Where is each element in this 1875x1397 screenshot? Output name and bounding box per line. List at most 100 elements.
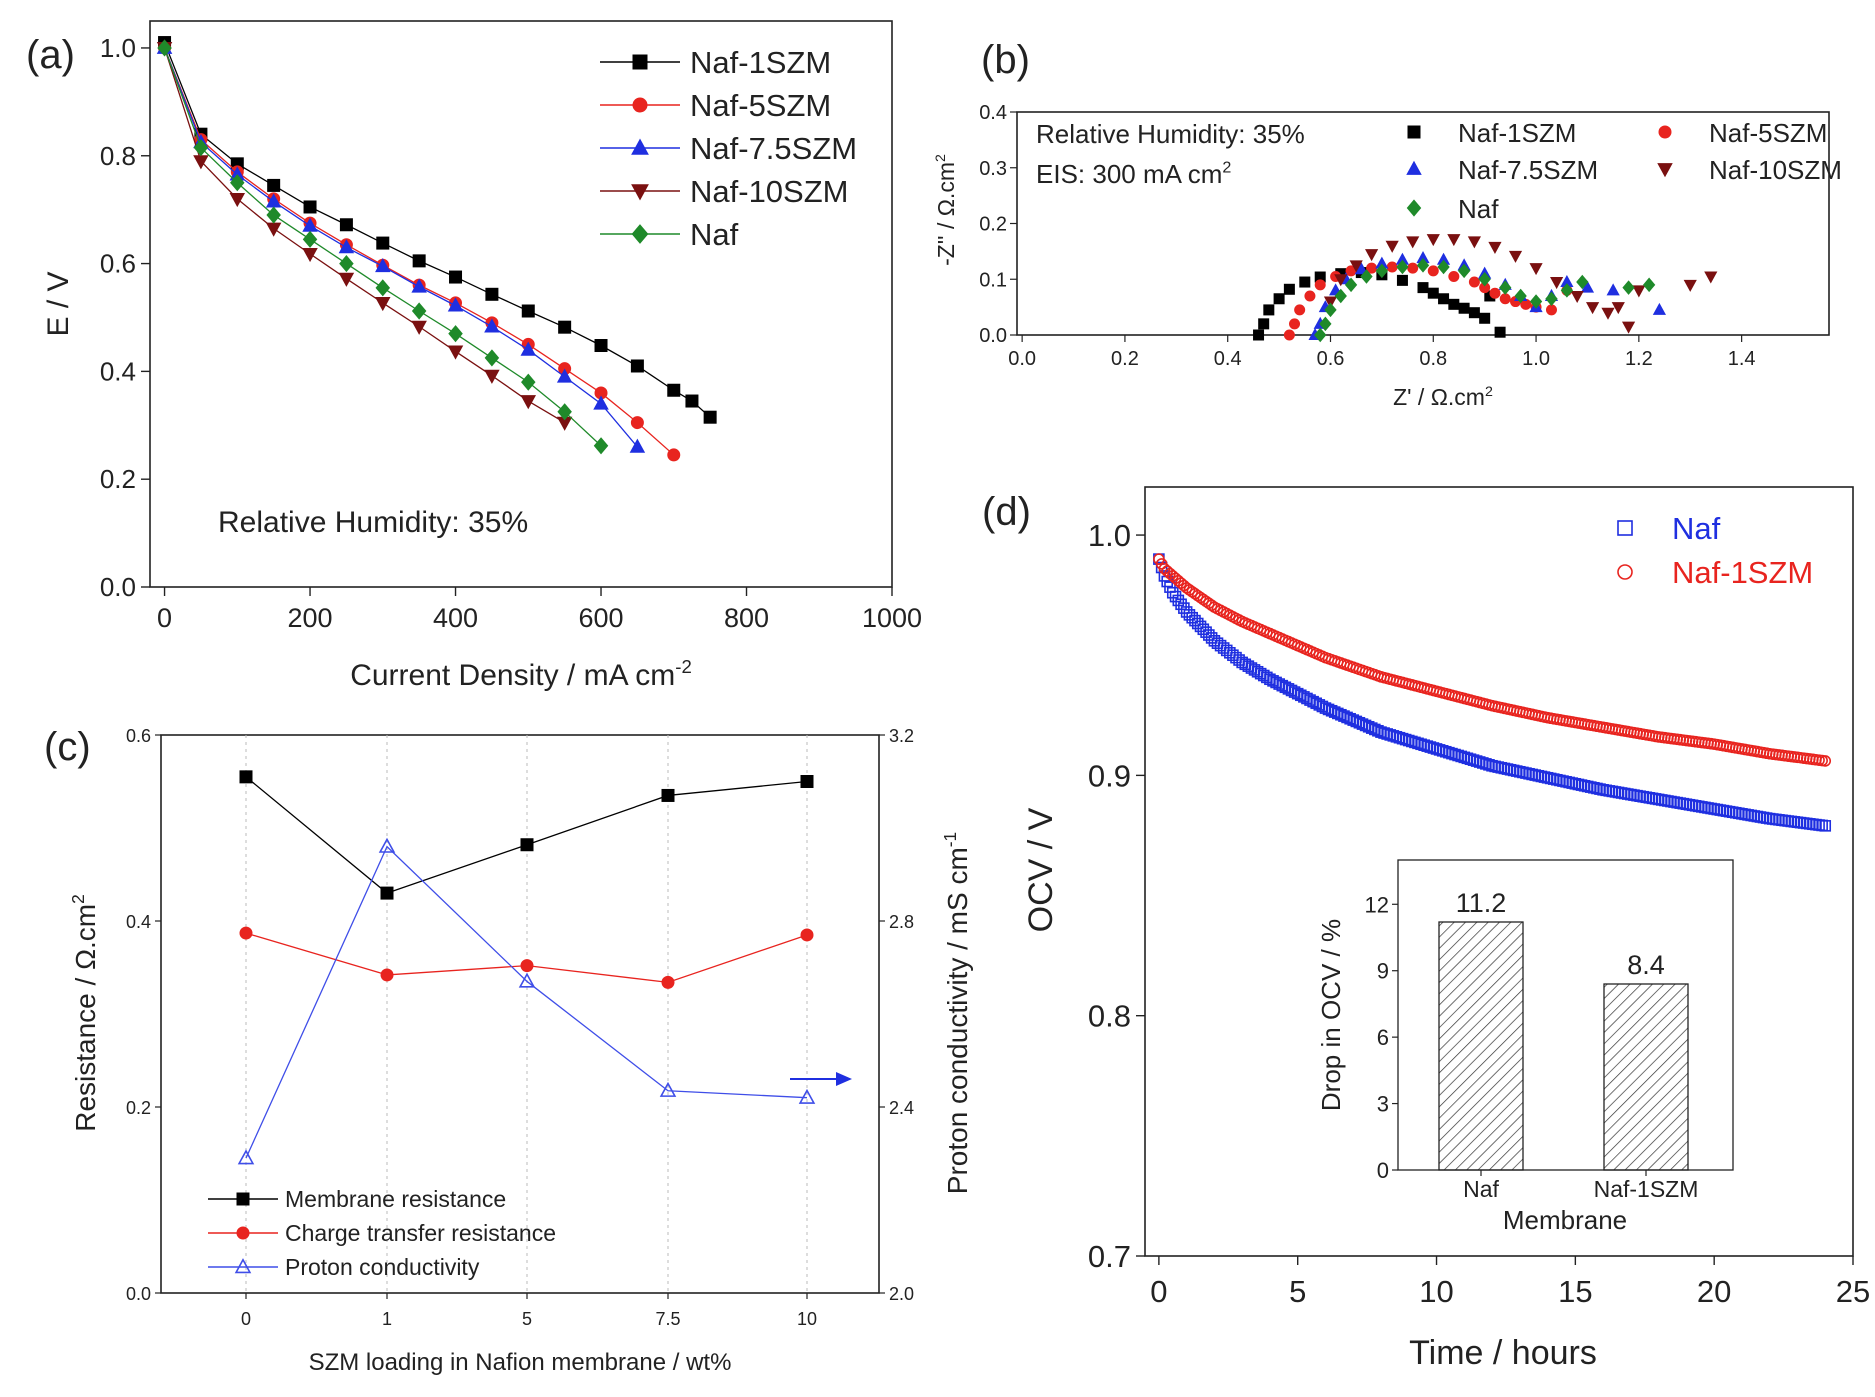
- x-axis-label: Current Density / mA cm-2: [350, 656, 692, 692]
- data-point-Naf-5SZM: [1407, 262, 1419, 274]
- legend-label-Naf-10SZM: Naf-10SZM: [1709, 155, 1842, 185]
- data-point-Naf: [1576, 274, 1589, 290]
- data-point-Naf-10SZM: [1570, 290, 1584, 304]
- inset-x-tick-label: Naf: [1463, 1176, 1499, 1202]
- data-point-Naf-7.5SZM: [338, 239, 355, 254]
- x-tick-label: 600: [578, 603, 623, 633]
- y-axis-label: Resistance / Ω.cm2: [68, 894, 101, 1132]
- data-point-Naf-1SZM: [703, 410, 717, 424]
- data-point-Naf-1SZM: [267, 178, 281, 192]
- legend-marker-Charge transfer resistance: [236, 1226, 250, 1240]
- data-point-Naf-1SZM: [685, 394, 699, 408]
- data-point-Naf-1SZM: [376, 236, 390, 250]
- data-point-Naf-10SZM: [411, 320, 427, 335]
- chart-a: 0 200 400 600 800 1000 0.0 0.2 0.4 0.6 0.8 1.0 Curre…: [42, 20, 922, 692]
- legend-marker-Naf-1SZM: [1407, 125, 1421, 139]
- data-point-Naf-1SZM: [1819, 755, 1832, 767]
- data-point-Naf: [157, 39, 172, 57]
- data-point-Naf-1SZM: [449, 270, 463, 284]
- y-tick-label: 0.4: [100, 356, 136, 386]
- data-point-Naf: [1529, 294, 1543, 309]
- data-point-Naf-10SZM: [1323, 296, 1338, 309]
- x-axis-label: Time / hours: [1409, 1334, 1597, 1372]
- data-point-Naf-10SZM: [302, 247, 318, 263]
- data-point-Naf: [1514, 288, 1527, 304]
- inset-bar-Naf: [1438, 921, 1524, 1171]
- data-point-Naf-10SZM: [1406, 236, 1420, 249]
- data-point-Naf: [484, 349, 500, 367]
- x-tick-label: 20: [1697, 1274, 1731, 1309]
- data-point-Proton conductivity: [798, 1088, 816, 1104]
- data-point-Naf-1SZM: [1283, 283, 1295, 295]
- x-tick-label: 7.5: [655, 1309, 680, 1329]
- legend-marker-Membrane resistance: [236, 1192, 250, 1206]
- y-tick-label: 0.2: [126, 1098, 151, 1118]
- data-point-Naf-1SZM: [1479, 312, 1491, 324]
- data-point-Naf-10SZM: [1683, 279, 1697, 292]
- inset-y-axis-label: Drop in OCV / %: [1316, 919, 1346, 1111]
- data-point-Naf: [1560, 283, 1574, 298]
- legend-label-Naf-1SZM: Naf-1SZM: [1672, 555, 1813, 590]
- x-tick-label: 1: [382, 1309, 392, 1329]
- y-tick-label: 1.0: [100, 33, 136, 63]
- y-tick-label: 0.7: [1088, 1239, 1131, 1274]
- legend-label-Naf-7.5SZM: Naf-7.5SZM: [1458, 155, 1598, 185]
- data-point-Naf-5SZM: [1294, 304, 1306, 316]
- data-point-Naf-5SZM: [630, 416, 644, 430]
- x-tick-label: 10: [797, 1309, 817, 1329]
- data-point-Naf: [448, 325, 463, 343]
- data-point-Naf-7.5SZM: [447, 297, 464, 312]
- legend-marker-Naf: [1617, 520, 1633, 536]
- data-point-Naf-1SZM: [339, 218, 353, 232]
- annotation-humidity: Relative Humidity: 35%: [218, 506, 528, 539]
- series-line-Proton conductivity: [245, 845, 808, 1159]
- y-tick-label: 0.0: [126, 1284, 151, 1304]
- data-point-Naf-1SZM: [485, 287, 499, 301]
- data-point-Naf-10SZM: [1704, 271, 1718, 284]
- series-line-Naf-1SZM: [163, 42, 711, 418]
- y-tick-label: 0.8: [100, 141, 136, 171]
- data-point-Naf: [1396, 259, 1409, 275]
- legend-marker-Naf-5SZM: [1658, 125, 1672, 139]
- x-axis-label: SZM loading in Nafion membrane / wt%: [309, 1349, 732, 1376]
- inset-x-axis-label: Membrane: [1503, 1205, 1627, 1235]
- x-tick-label: 1.4: [1728, 348, 1756, 370]
- data-point-Naf: [593, 437, 609, 455]
- data-point-Naf-10SZM: [375, 297, 391, 312]
- x-tick-label: 0.6: [1317, 348, 1345, 370]
- data-point-Naf-1SZM: [1468, 307, 1480, 319]
- x-tick-label: 200: [288, 603, 333, 633]
- legend-marker-Naf-1SZM: [632, 54, 648, 70]
- data-point-Naf: [339, 254, 354, 273]
- legend-marker-Naf-7.5SZM: [1406, 160, 1422, 175]
- data-point-Naf-10SZM: [338, 272, 355, 287]
- data-point-Naf-10SZM: [1349, 260, 1363, 273]
- data-point-Proton conductivity: [237, 1149, 255, 1165]
- legend-label-Naf: Naf: [1458, 194, 1499, 224]
- chart-d: 0 5 10 15 20 25 0.7 0.8 0.9 1.0 Time / hours OCV / …: [1022, 486, 1870, 1372]
- data-point-Naf-7.5SZM: [629, 438, 646, 453]
- data-point-Naf-1SZM: [1427, 287, 1439, 299]
- data-point-Naf-1SZM: [594, 339, 608, 353]
- y-tick-label: 1.0: [1088, 518, 1131, 553]
- legend-marker-Naf: [631, 224, 649, 244]
- data-point-Naf: [230, 174, 245, 192]
- data-point-Naf: [411, 302, 427, 320]
- legend-marker-Proton conductivity: [234, 1258, 252, 1274]
- data-point-Naf-10SZM: [1447, 234, 1461, 247]
- inset-y-tick-label: 12: [1365, 892, 1389, 917]
- data-point-Charge transfer resistance: [800, 928, 814, 942]
- x-tick-label: 800: [724, 603, 769, 633]
- panel-label-a: (a): [26, 33, 75, 77]
- data-point-Naf: [1819, 820, 1832, 832]
- data-point-Membrane resistance: [661, 788, 675, 802]
- data-point-Charge transfer resistance: [661, 975, 675, 989]
- y2-tick-label: 2.0: [889, 1284, 914, 1304]
- y-tick-label: 0.0: [979, 325, 1007, 347]
- data-point-Naf: [1545, 291, 1558, 307]
- panel-label-d: (d): [982, 490, 1031, 534]
- y-tick-label: 0.1: [979, 269, 1007, 291]
- data-point-Naf-1SZM: [630, 359, 644, 373]
- data-point-Naf: [1319, 316, 1332, 332]
